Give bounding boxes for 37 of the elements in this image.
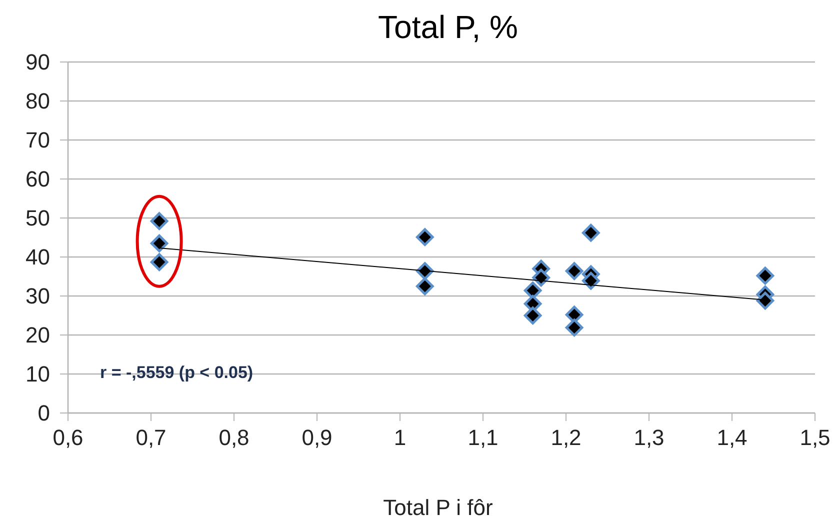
x-tick-label: 0,8 xyxy=(218,425,250,450)
x-tick-label: 1,5 xyxy=(800,425,830,450)
y-tick-label: 60 xyxy=(26,166,50,192)
x-tick-label: 1,1 xyxy=(468,425,498,450)
x-tick-label: 0,9 xyxy=(302,425,332,450)
annotation: r = -,5559 (p < 0.05) xyxy=(100,363,254,382)
y-tick-label: 50 xyxy=(26,206,50,231)
point xyxy=(150,234,168,252)
chart-title: Total P, % xyxy=(378,9,518,45)
x-tick-label: 0,7 xyxy=(136,425,166,450)
point xyxy=(524,282,542,300)
y-tick-label: 40 xyxy=(26,244,50,270)
y-tick-label: 30 xyxy=(26,284,50,309)
point xyxy=(150,253,168,271)
point xyxy=(150,212,168,230)
x-tick-label: 0,6 xyxy=(52,425,84,450)
point xyxy=(756,266,774,285)
x-tick-label: 1,3 xyxy=(634,425,664,450)
point xyxy=(532,268,550,287)
point xyxy=(582,272,600,290)
y-tick-label: 20 xyxy=(26,322,50,348)
point xyxy=(524,306,542,324)
y-tick-label: 10 xyxy=(26,362,50,387)
y-tick-label: 0 xyxy=(38,400,50,426)
x-axis-title: Total P i fôr xyxy=(383,495,493,519)
point xyxy=(756,292,774,310)
point xyxy=(416,228,434,246)
point xyxy=(582,224,600,242)
y-tick-label: 80 xyxy=(26,88,50,114)
y-tick-label: 70 xyxy=(26,128,50,153)
x-tick-label: 1 xyxy=(394,425,406,450)
point xyxy=(416,277,434,296)
x-tick-label: 1,4 xyxy=(716,425,748,450)
y-tick-label: 90 xyxy=(26,50,50,75)
x-tick-label: 1,2 xyxy=(550,425,582,450)
point xyxy=(565,318,584,337)
point xyxy=(565,262,584,280)
